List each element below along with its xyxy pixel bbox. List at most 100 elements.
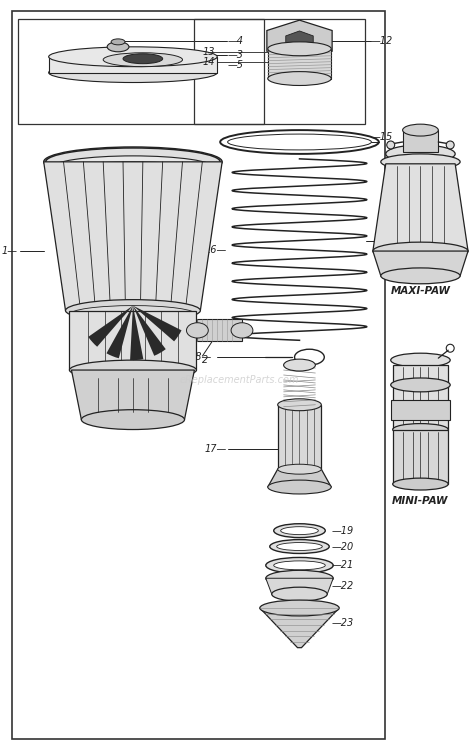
Text: 18—: 18— [190,352,212,362]
Ellipse shape [51,156,215,180]
Ellipse shape [391,378,450,392]
Ellipse shape [59,162,207,182]
Ellipse shape [283,359,315,371]
Ellipse shape [49,63,217,82]
Ellipse shape [44,147,222,177]
Polygon shape [268,470,331,487]
Text: —12: —12 [371,36,393,46]
Polygon shape [68,177,90,194]
Polygon shape [86,162,170,202]
Ellipse shape [266,557,333,573]
Ellipse shape [119,274,137,280]
Text: 17—: 17— [205,444,227,454]
Ellipse shape [65,300,201,322]
Text: MAXI-PAW: MAXI-PAW [391,286,450,296]
Text: —6: —6 [187,180,203,190]
Ellipse shape [373,242,468,260]
Polygon shape [260,608,339,648]
Bar [391,400,450,419]
Polygon shape [197,320,242,341]
Ellipse shape [402,124,438,136]
Text: 2: 2 [202,356,209,365]
Ellipse shape [63,178,74,190]
Ellipse shape [381,154,460,170]
Polygon shape [278,405,321,470]
Text: —3: —3 [227,50,243,60]
Text: 16—: 16— [205,244,227,254]
Ellipse shape [277,542,322,550]
Ellipse shape [268,71,331,86]
Text: —22: —22 [331,581,354,591]
Ellipse shape [70,305,196,323]
Ellipse shape [114,256,142,266]
Ellipse shape [272,587,327,601]
Ellipse shape [392,424,448,436]
Text: —4: —4 [227,36,243,46]
Ellipse shape [281,526,319,535]
Polygon shape [286,31,313,51]
Ellipse shape [381,268,460,284]
Ellipse shape [49,46,217,67]
Wedge shape [133,305,166,356]
Ellipse shape [387,141,395,149]
Wedge shape [88,305,133,347]
Bar [12,11,385,739]
Ellipse shape [392,478,448,490]
Text: —11: —11 [168,288,190,298]
Polygon shape [392,430,448,484]
Ellipse shape [111,39,125,45]
Ellipse shape [270,539,329,554]
Bar [18,19,264,125]
Text: —15: —15 [371,132,393,142]
Wedge shape [133,305,182,341]
Text: —20: —20 [331,542,354,551]
Ellipse shape [114,264,142,274]
Bar [194,19,365,125]
Ellipse shape [186,322,208,338]
Polygon shape [72,370,194,419]
Polygon shape [267,20,332,62]
Bar [402,130,438,152]
Text: eReplacementParts.com: eReplacementParts.com [179,375,299,385]
Text: MINI-PAW: MINI-PAW [392,496,449,506]
Ellipse shape [82,410,184,430]
Ellipse shape [119,266,137,272]
Polygon shape [70,310,196,370]
Text: —8: —8 [385,236,401,246]
Ellipse shape [273,524,325,538]
Ellipse shape [119,258,137,264]
Wedge shape [107,305,133,358]
Ellipse shape [268,480,331,494]
Polygon shape [392,365,448,430]
Ellipse shape [70,360,196,380]
Ellipse shape [278,399,321,411]
Polygon shape [268,49,331,79]
Text: —21: —21 [331,560,354,570]
Ellipse shape [114,272,142,282]
Ellipse shape [273,561,325,570]
Ellipse shape [278,464,321,474]
Text: —19: —19 [331,526,354,536]
Ellipse shape [120,152,136,162]
Ellipse shape [231,322,253,338]
Ellipse shape [386,145,455,163]
Text: 13: 13 [202,46,215,57]
Wedge shape [130,305,143,360]
Polygon shape [44,162,222,310]
Polygon shape [165,177,187,194]
Polygon shape [266,578,333,594]
Text: 14: 14 [202,57,215,67]
Ellipse shape [103,53,182,67]
Ellipse shape [123,54,163,64]
Ellipse shape [446,141,454,149]
Polygon shape [49,57,217,73]
Text: 1—: 1— [2,246,18,256]
Text: —10: —10 [168,256,190,266]
Ellipse shape [260,600,339,616]
Polygon shape [373,251,468,276]
Ellipse shape [391,353,450,367]
Ellipse shape [107,42,129,52]
Ellipse shape [266,570,333,586]
Text: —5: —5 [227,60,243,70]
Text: —9: —9 [168,221,183,231]
